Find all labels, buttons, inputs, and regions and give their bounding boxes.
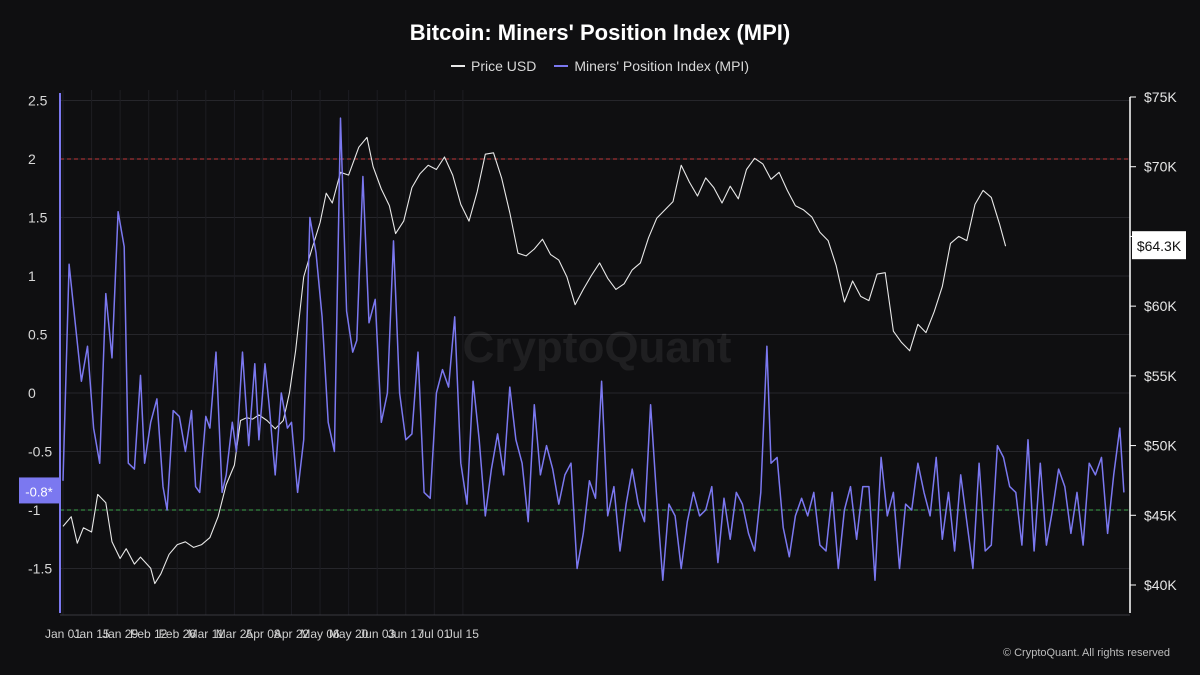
x-tick-label: Jun 03: [359, 627, 395, 641]
series-lines: [62, 117, 1125, 585]
y-left-tick-label: 2.5: [28, 93, 48, 109]
price-last-value-label: $64.3K: [1137, 238, 1182, 254]
watermark: CryptoQuant: [463, 323, 732, 372]
y-left-tick-label: -1: [28, 502, 41, 518]
x-tick-label: Mar 25: [216, 627, 254, 641]
x-tick-label: Apr 08: [245, 627, 281, 641]
value-labels: -0.8* $64.3K: [19, 231, 1186, 504]
legend-label-mpi: Miners' Position Index (MPI): [574, 58, 749, 74]
x-tick-label: Jul 15: [447, 627, 479, 641]
x-tick-label: Mar 11: [188, 627, 225, 641]
legend-label-price: Price USD: [471, 58, 537, 74]
y-right-tick-label: $50K: [1144, 438, 1177, 454]
y-left-tick-label: -0.5: [28, 444, 52, 460]
x-tick-label: Jul 01: [418, 627, 450, 641]
mpi-last-value-label: -0.8*: [25, 484, 52, 499]
mpi-last-value-box: [19, 477, 59, 504]
mpi-line: [62, 117, 1125, 581]
x-tick-label: Jan 01: [45, 627, 81, 641]
x-tick-label: Jun 17: [388, 627, 424, 641]
y-left-tick-label: 0: [28, 385, 36, 401]
price-usd-line: [62, 136, 1007, 585]
legend: Price USD Miners' Position Index (MPI): [0, 58, 1200, 74]
x-tick-label: Feb 12: [130, 627, 168, 641]
x-tick-label: May 20: [329, 627, 369, 641]
axes: 2.521.510.50-0.5-1-1.5$75K$70K$65K$60K$5…: [28, 89, 1177, 641]
y-left-tick-label: -1.5: [28, 561, 52, 577]
x-tick-label: Jan 15: [74, 627, 110, 641]
legend-item-mpi[interactable]: Miners' Position Index (MPI): [554, 58, 749, 74]
y-left-tick-label: 1: [28, 268, 36, 284]
x-tick-label: Feb 26: [159, 627, 197, 641]
y-right-tick-label: $70K: [1144, 159, 1177, 175]
y-right-tick-label: $40K: [1144, 577, 1177, 593]
legend-swatch-mpi: [554, 65, 569, 67]
legend-swatch-price: [451, 65, 465, 67]
chart-title: Bitcoin: Miners' Position Index (MPI): [409, 20, 791, 45]
y-left-tick-label: 1.5: [28, 210, 48, 226]
x-tick-label: Apr 22: [274, 627, 310, 641]
y-right-tick-label: $75K: [1144, 89, 1177, 105]
threshold-lines: [60, 158, 1130, 511]
y-right-tick-label: $55K: [1144, 368, 1177, 384]
legend-item-price[interactable]: Price USD: [451, 58, 536, 74]
gridlines: [60, 90, 1130, 615]
copyright-notice: © CryptoQuant. All rights reserved: [1002, 647, 1170, 659]
x-tick-label: May 06: [300, 627, 340, 641]
y-left-tick-label: 2: [28, 151, 36, 167]
y-right-tick-label: $45K: [1144, 507, 1177, 523]
price-last-value-box: [1132, 231, 1186, 260]
x-tick-label: Jan 29: [102, 627, 138, 641]
y-right-tick-label: $60K: [1144, 298, 1177, 314]
y-left-tick-label: 0.5: [28, 327, 48, 343]
